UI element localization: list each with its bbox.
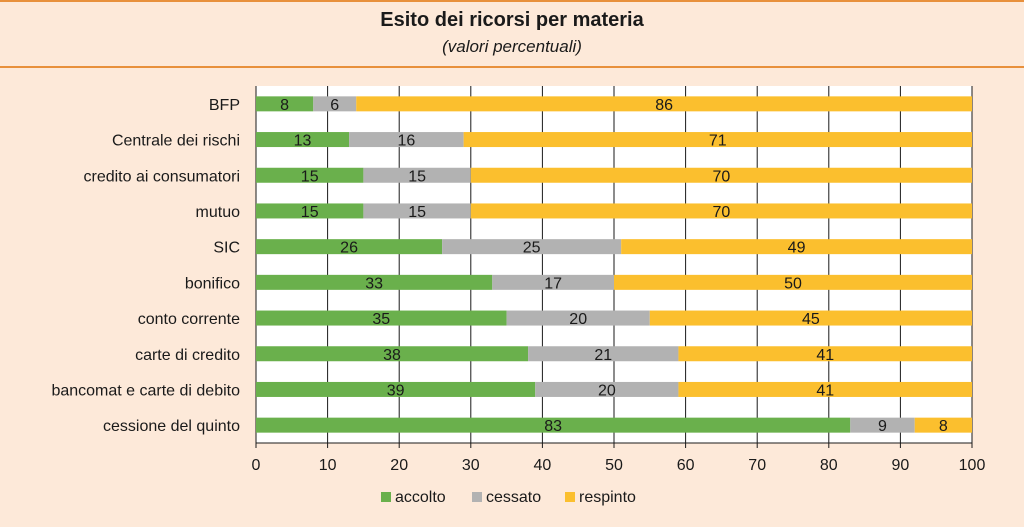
data-label: 9 [878,418,887,435]
x-tick-label: 10 [319,457,337,474]
x-tick-label: 30 [462,457,480,474]
category-label: carte di credito [135,347,240,364]
bar-respinto [356,96,972,112]
data-label: 41 [816,347,834,364]
category-label: conto corrente [138,311,240,328]
x-tick-label: 80 [820,457,838,474]
data-label: 15 [301,204,319,221]
bar-cessato [313,96,357,112]
data-label: 25 [523,240,541,257]
data-label: 86 [655,97,673,114]
x-tick-label: 20 [390,457,408,474]
bar-respinto [678,381,972,397]
bar-respinto [470,203,972,219]
axes: 0 10 20 30 40 50 60 70 80 90 100 BFP Centrale dei ri… [51,97,985,474]
bar-cessato [442,239,622,255]
chart-header: Esito dei ricorsi per materia (valori pe… [0,0,1024,68]
bar-cessato [506,310,650,326]
data-label: 49 [788,240,806,257]
bar-accolto [256,310,507,326]
bar-accolto [256,346,529,362]
x-tick-label: 100 [959,457,986,474]
chart-subtitle: (valori percentuali) [442,37,582,56]
data-label: 16 [397,133,415,150]
category-label: bonifico [185,275,240,292]
data-label: 35 [372,311,390,328]
x-tick-label: 60 [677,457,695,474]
legend-label: accolto [395,489,446,506]
bar-respinto [463,132,972,148]
bar-cessato [363,167,471,183]
legend: accolto cessato respinto [381,489,636,506]
bar-cessato [535,381,679,397]
bar-respinto [678,346,972,362]
x-tick-label: 50 [605,457,623,474]
category-label: SIC [213,240,240,257]
bar-accolto [256,203,364,219]
bar-respinto [614,274,972,290]
category-label: bancomat e carte di debito [51,382,240,399]
data-label: 8 [280,97,289,114]
data-label: 45 [802,311,820,328]
bar-accolto [256,132,350,148]
data-label: 20 [598,382,616,399]
data-label: 8 [939,418,948,435]
data-label: 33 [365,275,383,292]
legend-swatch-accolto [381,492,391,502]
data-label: 21 [594,347,612,364]
bar-accolto [256,167,364,183]
data-label: 70 [713,204,731,221]
data-label: 15 [408,204,426,221]
bar-respinto [470,167,972,183]
bar-cessato [349,132,464,148]
chart-title: Esito dei ricorsi per materia [380,9,644,31]
legend-swatch-respinto [565,492,575,502]
category-label: cessione del quinto [103,418,240,435]
data-label: 41 [816,382,834,399]
bar-accolto [256,239,443,255]
bar-cessato [528,346,679,362]
legend-label: respinto [579,489,636,506]
x-tick-label: 40 [534,457,552,474]
data-label: 71 [709,133,727,150]
bar-cessato [850,417,915,433]
bar-cessato [363,203,471,219]
data-label: 6 [330,97,339,114]
bar-accolto [256,274,493,290]
category-label: mutuo [196,204,241,221]
x-tick-label: 70 [748,457,766,474]
legend-label: cessato [486,489,541,506]
bar-cessato [492,274,614,290]
category-label: Centrale dei rischi [112,133,240,150]
data-label: 15 [408,168,426,185]
data-label: 83 [544,418,562,435]
category-label: credito ai consumatori [83,168,240,185]
data-label: 70 [713,168,731,185]
data-label: 50 [784,275,802,292]
data-label: 15 [301,168,319,185]
bar-respinto [914,417,972,433]
category-label: BFP [209,97,240,114]
data-label: 20 [569,311,587,328]
legend-swatch-cessato [472,492,482,502]
data-label: 38 [383,347,401,364]
bar-respinto [649,310,972,326]
data-label: 17 [544,275,562,292]
bar-accolto [256,381,536,397]
bar-respinto [621,239,972,255]
bar-accolto [256,417,851,433]
x-tick-label: 0 [252,457,261,474]
data-label: 39 [387,382,405,399]
data-label: 26 [340,240,358,257]
data-label: 13 [294,133,312,150]
x-tick-label: 90 [892,457,910,474]
bar-accolto [256,96,314,112]
